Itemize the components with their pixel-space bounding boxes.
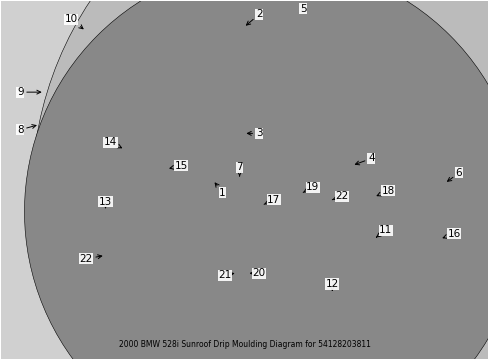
Text: 17: 17	[264, 195, 280, 205]
Text: 7: 7	[236, 162, 243, 176]
Text: 20: 20	[250, 268, 265, 278]
Circle shape	[24, 0, 488, 360]
Circle shape	[180, 0, 488, 360]
Text: 2000 BMW 528i Sunroof Drip Moulding Diagram for 54128203811: 2000 BMW 528i Sunroof Drip Moulding Diag…	[118, 341, 370, 350]
Polygon shape	[300, 57, 328, 81]
Polygon shape	[212, 137, 232, 140]
Text: 14: 14	[103, 138, 122, 148]
Text: 8: 8	[17, 125, 36, 135]
Polygon shape	[295, 232, 356, 307]
Polygon shape	[417, 164, 468, 184]
Circle shape	[195, 0, 488, 360]
Circle shape	[32, 0, 488, 360]
Polygon shape	[266, 210, 281, 214]
Text: 15: 15	[170, 161, 187, 171]
FancyBboxPatch shape	[0, 0, 433, 302]
Polygon shape	[290, 53, 339, 85]
Polygon shape	[366, 187, 396, 200]
Polygon shape	[256, 316, 412, 330]
Polygon shape	[20, 110, 146, 123]
Polygon shape	[140, 232, 215, 307]
Polygon shape	[222, 232, 288, 307]
Polygon shape	[297, 85, 324, 119]
Text: 10: 10	[65, 14, 83, 29]
Circle shape	[207, 0, 488, 360]
Text: 11: 11	[376, 225, 392, 237]
Text: 1: 1	[215, 183, 225, 198]
Polygon shape	[212, 146, 232, 149]
Polygon shape	[336, 182, 378, 196]
Circle shape	[207, 0, 488, 360]
Polygon shape	[13, 202, 112, 213]
Text: 16: 16	[442, 229, 460, 239]
Polygon shape	[96, 214, 453, 327]
Text: 12: 12	[325, 279, 338, 290]
Text: 18: 18	[376, 186, 394, 196]
Circle shape	[195, 0, 488, 360]
Text: 3: 3	[247, 129, 262, 138]
Polygon shape	[427, 237, 474, 247]
Polygon shape	[284, 158, 343, 191]
Text: 22: 22	[79, 254, 102, 264]
Polygon shape	[212, 128, 232, 132]
Circle shape	[180, 0, 488, 360]
Polygon shape	[362, 232, 413, 307]
Text: 9: 9	[17, 87, 41, 97]
Circle shape	[180, 0, 488, 360]
Bar	[36, 83, 48, 94]
Polygon shape	[125, 226, 419, 313]
Polygon shape	[417, 187, 468, 205]
Polygon shape	[89, 249, 136, 259]
Text: 22: 22	[331, 191, 348, 201]
Circle shape	[41, 0, 488, 360]
Polygon shape	[341, 60, 373, 69]
Polygon shape	[240, 258, 278, 276]
Polygon shape	[302, 189, 312, 196]
Polygon shape	[412, 216, 434, 325]
Ellipse shape	[35, 86, 49, 91]
Text: 2: 2	[246, 9, 262, 25]
Text: 19: 19	[303, 182, 319, 193]
Polygon shape	[185, 87, 267, 134]
Polygon shape	[266, 56, 293, 67]
Text: 4: 4	[355, 153, 374, 165]
Polygon shape	[227, 266, 234, 274]
Polygon shape	[417, 212, 468, 230]
Polygon shape	[339, 142, 378, 158]
Text: 21: 21	[218, 270, 233, 280]
Text: 6: 6	[447, 168, 462, 181]
Ellipse shape	[35, 91, 49, 96]
Text: 13: 13	[99, 197, 112, 208]
Circle shape	[207, 0, 488, 360]
Text: 5: 5	[299, 4, 305, 14]
Circle shape	[195, 0, 488, 360]
